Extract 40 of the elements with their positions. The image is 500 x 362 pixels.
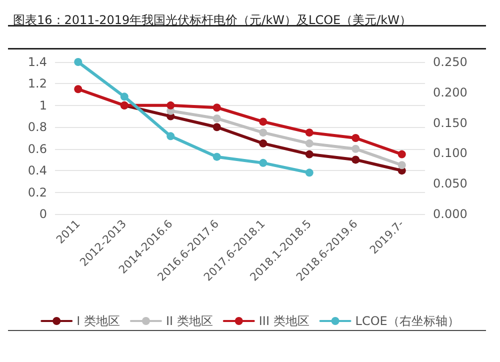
point bbox=[259, 118, 268, 126]
legend-label: III 类地区 bbox=[258, 314, 310, 328]
y2-tick-label: 0.150 bbox=[433, 116, 468, 130]
point bbox=[305, 150, 314, 158]
point bbox=[74, 85, 82, 94]
point bbox=[74, 58, 82, 66]
y-tick-label: 1.4 bbox=[28, 55, 47, 69]
y-tick-label: 1.2 bbox=[28, 76, 47, 91]
point bbox=[398, 161, 406, 170]
point bbox=[352, 156, 360, 164]
point bbox=[259, 139, 268, 148]
point bbox=[352, 144, 360, 153]
legend-label: LCOE（右坐标轴） bbox=[355, 314, 460, 328]
y2-tick-label: 0.050 bbox=[433, 176, 468, 191]
y-tick-label: 0.6 bbox=[28, 142, 47, 156]
point bbox=[305, 168, 314, 177]
y-tick-label: 0 bbox=[39, 207, 47, 221]
y2-tick-label: 0.100 bbox=[433, 146, 468, 160]
y2-tick-label: 0.000 bbox=[433, 207, 468, 221]
legend-label: I 类地区 bbox=[76, 314, 120, 328]
point bbox=[166, 132, 175, 140]
point bbox=[305, 128, 314, 137]
y-tick-label: 1 bbox=[39, 98, 47, 112]
point bbox=[398, 150, 406, 158]
point bbox=[212, 104, 221, 112]
point bbox=[305, 139, 314, 148]
point bbox=[352, 134, 360, 142]
point bbox=[212, 123, 221, 132]
legend-label: II 类地区 bbox=[166, 314, 213, 328]
point bbox=[259, 128, 268, 137]
y-tick-label: 0.2 bbox=[28, 185, 47, 200]
point bbox=[166, 101, 175, 110]
point bbox=[212, 114, 221, 122]
y2-tick-label: 0.200 bbox=[433, 85, 468, 100]
y-tick-label: 0.4 bbox=[28, 164, 47, 178]
point bbox=[212, 152, 221, 161]
y-tick-label: 0.8 bbox=[28, 120, 47, 134]
y2-tick-label: 0.250 bbox=[433, 55, 468, 69]
point bbox=[120, 92, 128, 101]
point bbox=[259, 158, 268, 167]
